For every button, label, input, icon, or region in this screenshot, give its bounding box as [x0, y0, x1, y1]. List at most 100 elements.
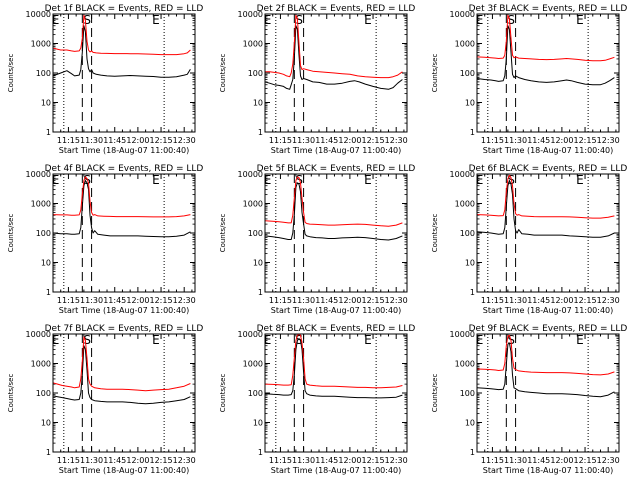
y-tick-label: 100 [460, 69, 475, 78]
x-axis-label: Start Time (18-Aug-07 11:00:40) [271, 146, 402, 155]
x-tick-label: 12:30 [173, 296, 196, 305]
x-tick-label: 12:15 [574, 456, 597, 465]
marker-letter: E [364, 173, 372, 187]
x-tick-label: 12:30 [173, 456, 196, 465]
events-series-line [476, 25, 615, 86]
x-tick-label: 11:45 [315, 456, 338, 465]
x-tick-label: 11:45 [315, 136, 338, 145]
y-tick-label: 1 [46, 128, 51, 137]
y-axis-label: Counts/sec [431, 374, 439, 413]
marker-letter: E [52, 333, 60, 347]
events-series-line [264, 182, 403, 241]
x-tick-label: 12:00 [550, 296, 573, 305]
x-axis-label: Start Time (18-Aug-07 11:00:40) [59, 306, 190, 315]
y-tick-label: 1000 [243, 200, 263, 209]
lld-series-line [52, 14, 191, 56]
marker-letter: S [295, 173, 303, 187]
marker-letter: E [52, 173, 60, 187]
y-tick-label: 10000 [450, 10, 475, 19]
panel-det-3: Det 3f BLACK = Events, RED = LLD Counts/s… [431, 4, 627, 155]
panel-title: Det 3f BLACK = Events, RED = LLD [469, 4, 628, 14]
x-axis-label: Start Time (18-Aug-07 11:00:40) [59, 466, 190, 475]
y-tick-label: 1 [470, 288, 475, 297]
lld-series-line [264, 176, 403, 227]
marker-letter: E [264, 333, 272, 347]
x-tick-label: 11:30 [80, 136, 103, 145]
marker-letter: E [576, 13, 584, 27]
x-tick-label: 12:15 [362, 296, 385, 305]
x-tick-label: 12:00 [338, 456, 361, 465]
y-tick-label: 1 [470, 128, 475, 137]
events-series-line [52, 180, 191, 238]
panel-title: Det 7f BLACK = Events, RED = LLD [45, 324, 204, 334]
x-tick-label: 12:00 [338, 136, 361, 145]
x-tick-label: 12:30 [385, 136, 408, 145]
x-axis-label: Start Time (18-Aug-07 11:00:40) [483, 466, 614, 475]
y-tick-label: 1 [258, 288, 263, 297]
y-tick-label: 10000 [238, 170, 263, 179]
y-tick-label: 10000 [450, 330, 475, 339]
plot-frame [264, 173, 408, 293]
x-tick-label: 12:30 [385, 456, 408, 465]
marker-letter: E [576, 333, 584, 347]
panel-det-1: Det 1f BLACK = Events, RED = LLD Counts/s… [7, 4, 203, 155]
panel-det-4: Det 4f BLACK = Events, RED = LLD Counts/s… [7, 164, 203, 315]
plot-frame [264, 13, 408, 133]
y-tick-label: 100 [36, 69, 51, 78]
x-tick-label: 11:30 [292, 296, 315, 305]
y-axis-label: Counts/sec [431, 54, 439, 93]
events-series-line [476, 180, 615, 238]
plot-frame [476, 13, 620, 133]
lld-series-line [264, 333, 403, 389]
marker-letter: S [83, 13, 91, 27]
y-tick-label: 1 [470, 448, 475, 457]
y-tick-label: 10000 [26, 10, 51, 19]
lld-series-line [52, 336, 191, 392]
y-tick-label: 1000 [31, 360, 51, 369]
x-tick-label: 11:30 [504, 456, 527, 465]
x-tick-label: 11:15 [57, 296, 80, 305]
x-tick-label: 11:45 [527, 296, 550, 305]
y-tick-label: 10 [465, 99, 475, 108]
marker-letter: E [264, 173, 272, 187]
y-axis-label: Counts/sec [7, 374, 15, 413]
lld-series-line [476, 174, 615, 219]
x-tick-label: 11:30 [504, 296, 527, 305]
lld-series-line [476, 334, 615, 376]
y-axis-label: Counts/sec [7, 54, 15, 93]
y-axis-label: Counts/sec [219, 374, 227, 413]
y-tick-label: 1 [46, 448, 51, 457]
plot-frame [52, 333, 196, 453]
x-tick-label: 11:15 [481, 456, 504, 465]
panel-det-8: Det 8f BLACK = Events, RED = LLD Counts/s… [219, 324, 415, 475]
panel-title: Det 5f BLACK = Events, RED = LLD [257, 164, 416, 174]
x-tick-label: 12:30 [173, 136, 196, 145]
y-tick-label: 10 [253, 99, 263, 108]
events-series-line [264, 25, 403, 90]
y-tick-label: 1 [258, 128, 263, 137]
x-tick-label: 12:15 [150, 296, 173, 305]
x-tick-label: 11:15 [269, 136, 292, 145]
y-tick-label: 10000 [26, 330, 51, 339]
x-tick-label: 11:30 [292, 136, 315, 145]
y-tick-label: 10000 [450, 170, 475, 179]
marker-letter: E [264, 13, 272, 27]
x-tick-label: 11:15 [57, 456, 80, 465]
events-series-line [52, 25, 191, 78]
y-tick-label: 100 [36, 229, 51, 238]
y-tick-label: 1 [46, 288, 51, 297]
panel-title: Det 4f BLACK = Events, RED = LLD [45, 164, 204, 174]
panel-det-6: Det 6f BLACK = Events, RED = LLD Counts/s… [431, 164, 627, 315]
panel-title: Det 8f BLACK = Events, RED = LLD [257, 324, 416, 334]
events-series-line [264, 338, 403, 399]
y-tick-label: 1000 [455, 40, 475, 49]
x-axis-label: Start Time (18-Aug-07 11:00:40) [483, 146, 614, 155]
x-tick-label: 12:15 [362, 456, 385, 465]
x-tick-label: 12:30 [597, 456, 620, 465]
marker-letter: S [295, 333, 303, 347]
lld-series-line [476, 14, 615, 62]
x-tick-label: 11:45 [103, 456, 126, 465]
y-axis-label: Counts/sec [431, 214, 439, 253]
panel-title: Det 2f BLACK = Events, RED = LLD [257, 4, 416, 14]
panel-det-7: Det 7f BLACK = Events, RED = LLD Counts/s… [7, 324, 203, 475]
